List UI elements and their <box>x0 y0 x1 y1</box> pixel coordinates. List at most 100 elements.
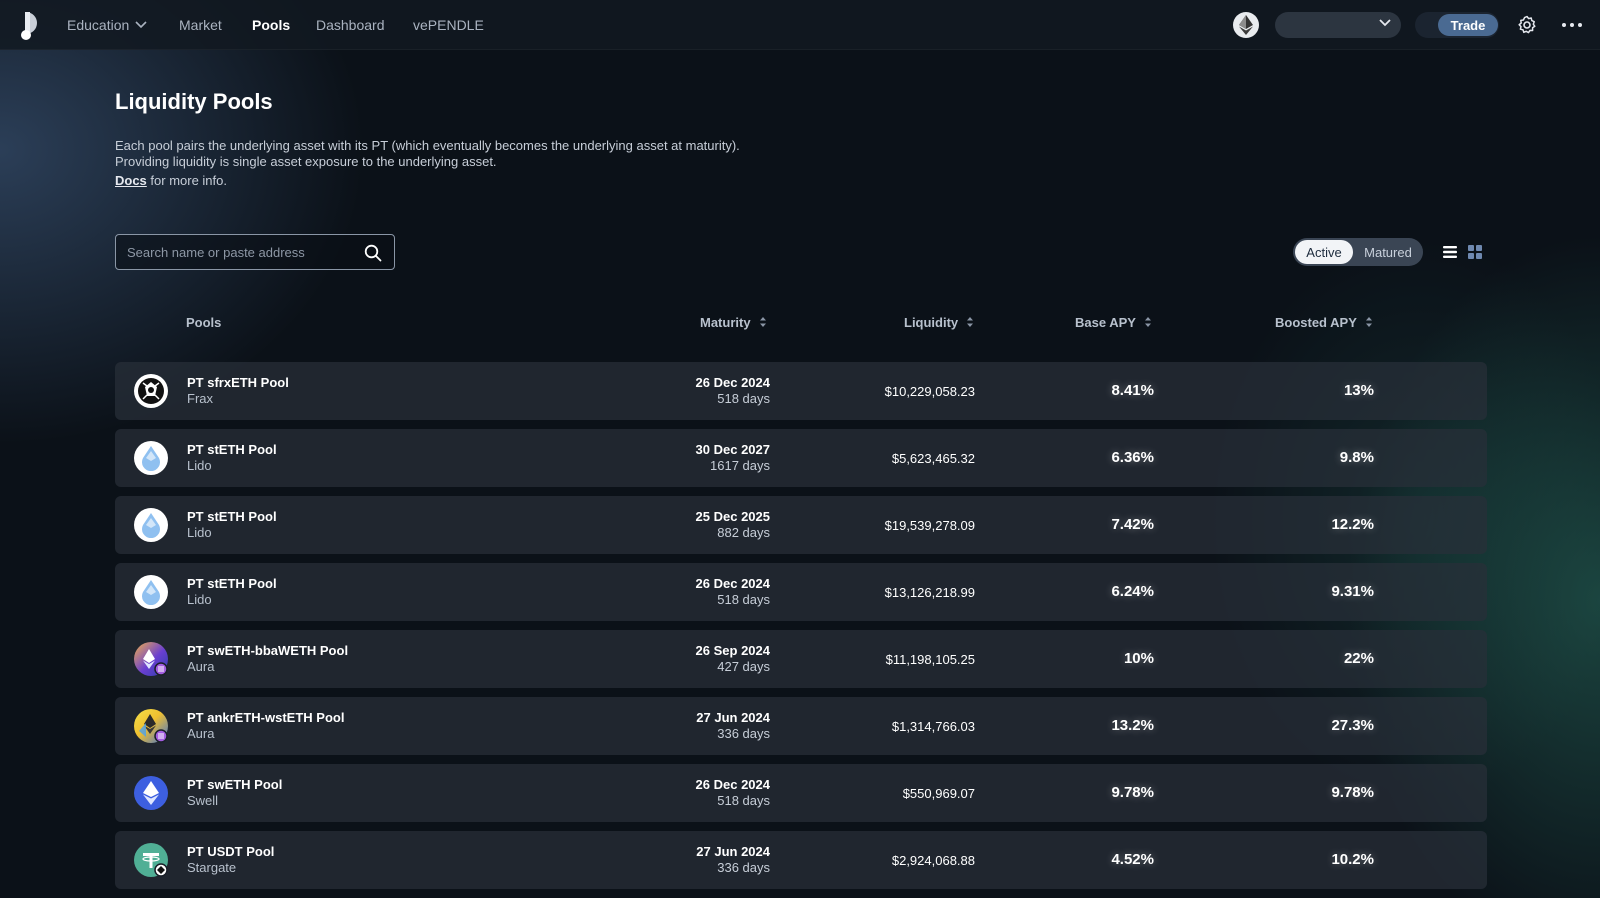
maturity-date: 27 Jun 2024 <box>696 710 770 725</box>
boosted-apy-value: 10.2% <box>1331 851 1374 868</box>
network-selector[interactable] <box>1233 12 1259 38</box>
boosted-apy-header-label: Boosted APY <box>1275 315 1357 330</box>
frax-icon <box>134 374 168 408</box>
column-header-boosted-apy[interactable]: Boosted APY <box>1275 315 1373 330</box>
status-toggle: Active Matured <box>1293 238 1423 266</box>
lido-icon <box>134 575 168 609</box>
base-apy-value: 8.41% <box>1111 382 1154 399</box>
toggle-matured[interactable]: Matured <box>1364 244 1412 260</box>
table-row[interactable]: PT stETH Pool Lido 30 Dec 2027 1617 days… <box>115 429 1487 487</box>
chevron-down-icon <box>135 21 147 29</box>
swell-icon <box>134 776 168 810</box>
list-view-icon[interactable] <box>1442 244 1458 260</box>
maturity-header-label: Maturity <box>700 315 751 330</box>
page-title: Liquidity Pools <box>115 89 273 114</box>
boosted-apy-value: 27.3% <box>1331 717 1374 734</box>
nav-education[interactable]: Education <box>67 17 147 33</box>
search-box <box>115 234 395 270</box>
maturity-date: 27 Jun 2024 <box>696 844 770 859</box>
liquidity-value: $19,539,278.09 <box>884 518 975 533</box>
maturity-date: 26 Sep 2024 <box>695 643 770 658</box>
pool-protocol: Lido <box>187 458 212 473</box>
wallet-dropdown[interactable] <box>1275 12 1401 38</box>
gear-icon[interactable] <box>1517 15 1537 35</box>
liquidity-header-label: Liquidity <box>904 315 959 330</box>
liquidity-value: $11,198,105.25 <box>885 652 975 667</box>
description-line-1: Each pool pairs the underlying asset wit… <box>115 138 740 153</box>
pool-protocol: Frax <box>187 391 213 406</box>
lido-icon <box>134 508 168 542</box>
pool-protocol: Aura <box>187 659 215 674</box>
maturity-date: 30 Dec 2027 <box>695 442 770 457</box>
description-line-2: Providing liquidity is single asset expo… <box>115 154 497 169</box>
column-header-base-apy[interactable]: Base APY <box>1075 315 1152 330</box>
nav-market[interactable]: Market <box>179 17 222 33</box>
maturity-days: 336 days <box>717 860 770 875</box>
nav-vependle[interactable]: vePENDLE <box>413 17 484 33</box>
pool-name: PT USDT Pool <box>187 844 275 859</box>
aura-ankr-icon <box>134 709 168 743</box>
base-apy-header-label: Base APY <box>1075 315 1136 330</box>
base-apy-value: 4.52% <box>1111 851 1154 868</box>
docs-suffix: for more info. <box>146 173 227 188</box>
maturity-date: 26 Dec 2024 <box>695 576 770 591</box>
maturity-days: 1617 days <box>710 458 770 473</box>
liquidity-value: $13,126,218.99 <box>884 585 975 600</box>
liquidity-value: $5,623,465.32 <box>891 451 975 466</box>
pool-protocol: Stargate <box>187 860 237 875</box>
lido-icon <box>134 441 168 475</box>
column-header-liquidity[interactable]: Liquidity <box>904 315 974 330</box>
docs-link[interactable]: Docs <box>115 173 147 188</box>
trade-button[interactable]: Trade <box>1438 14 1498 36</box>
pool-name: PT stETH Pool <box>187 442 277 457</box>
liquidity-value: $550,969.07 <box>902 786 975 801</box>
table-row[interactable]: PT swETH Pool Swell 26 Dec 2024 518 days… <box>115 764 1487 822</box>
base-apy-value: 6.36% <box>1111 449 1154 466</box>
nav-dashboard[interactable]: Dashboard <box>316 17 385 33</box>
pool-name: PT stETH Pool <box>187 509 277 524</box>
sort-icon <box>759 317 766 327</box>
pool-protocol: Lido <box>187 525 212 540</box>
pool-name: PT swETH-bbaWETH Pool <box>187 643 349 658</box>
toggle-active[interactable]: Active <box>1295 240 1353 264</box>
table-row[interactable]: PT USDT Pool Stargate 27 Jun 2024 336 da… <box>115 831 1487 889</box>
pendle-logo-icon[interactable] <box>18 10 44 40</box>
base-apy-value: 6.24% <box>1111 583 1154 600</box>
table-row[interactable]: PT stETH Pool Lido 25 Dec 2025 882 days … <box>115 496 1487 554</box>
column-header-pools: Pools <box>186 315 222 330</box>
pool-name: PT stETH Pool <box>187 576 277 591</box>
more-options-icon[interactable] <box>1561 15 1583 35</box>
page-description: Each pool pairs the underlying asset wit… <box>115 138 740 170</box>
table-row[interactable]: PT sfrxETH Pool Frax 26 Dec 2024 518 day… <box>115 362 1487 420</box>
sort-icon <box>1144 317 1151 327</box>
nav-pools[interactable]: Pools <box>252 17 291 33</box>
search-input[interactable] <box>127 243 357 261</box>
pool-protocol: Swell <box>187 793 219 808</box>
nav-education-label: Education <box>67 17 130 33</box>
table-row[interactable]: PT ankrETH-wstETH Pool Aura 27 Jun 2024 … <box>115 697 1487 755</box>
pool-protocol: Aura <box>187 726 215 741</box>
top-nav: Education Market Pools Dashboard vePENDL… <box>0 0 1600 50</box>
search-icon[interactable] <box>364 244 382 262</box>
boosted-apy-value: 9.31% <box>1331 583 1374 600</box>
table-row[interactable]: PT swETH-bbaWETH Pool Aura 26 Sep 2024 4… <box>115 630 1487 688</box>
liquidity-value: $2,924,068.88 <box>891 853 975 868</box>
sort-icon <box>1365 317 1372 327</box>
grid-view-icon[interactable] <box>1467 244 1483 260</box>
ethereum-icon <box>1239 15 1253 35</box>
maturity-date: 25 Dec 2025 <box>695 509 770 524</box>
pool-protocol: Lido <box>187 592 212 607</box>
usdt-icon <box>134 843 168 877</box>
maturity-days: 518 days <box>717 592 770 607</box>
aura-sweth-icon <box>134 642 168 676</box>
pool-name: PT sfrxETH Pool <box>187 375 289 390</box>
liquidity-value: $1,314,766.03 <box>891 719 975 734</box>
base-apy-value: 7.42% <box>1111 516 1154 533</box>
sort-icon <box>967 317 974 327</box>
table-row[interactable]: PT stETH Pool Lido 26 Dec 2024 518 days … <box>115 563 1487 621</box>
base-apy-value: 13.2% <box>1111 717 1154 734</box>
maturity-days: 882 days <box>717 525 770 540</box>
maturity-days: 427 days <box>717 659 770 674</box>
boosted-apy-value: 13% <box>1343 382 1374 399</box>
column-header-maturity[interactable]: Maturity <box>700 315 767 330</box>
